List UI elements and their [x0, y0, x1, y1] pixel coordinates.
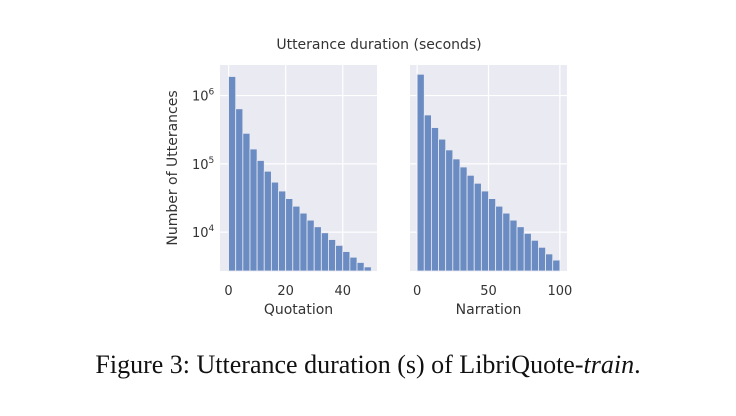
- x-tick-label: 0: [413, 284, 421, 299]
- figure-caption: Figure 3: Utterance duration (s) of Libr…: [0, 350, 736, 380]
- histogram-bar: [299, 212, 308, 272]
- histogram-bar: [459, 166, 468, 272]
- histogram-bar: [416, 73, 425, 272]
- y-tick-label: 106: [192, 88, 215, 105]
- histogram-bar: [235, 108, 244, 272]
- histogram-bar: [473, 182, 482, 272]
- panel-2: 0 50 100 Narration: [410, 65, 572, 318]
- histogram-bar: [320, 232, 329, 272]
- histogram-bar: [480, 190, 489, 272]
- x-tick-label: 100: [547, 284, 572, 299]
- histogram-bar: [488, 198, 497, 272]
- histogram-bar: [349, 256, 358, 272]
- histogram-bar: [263, 170, 272, 272]
- y-axis-label: Number of Utterances: [165, 90, 181, 245]
- histogram-bar: [495, 205, 504, 272]
- histogram-bar: [538, 246, 546, 272]
- histogram-bar: [249, 148, 258, 272]
- histogram-bar: [530, 239, 539, 272]
- histogram-bar: [523, 232, 532, 272]
- histogram-bar: [256, 160, 265, 272]
- x-tick-label: 0: [224, 284, 232, 299]
- x-tick-label: 20: [277, 284, 294, 299]
- y-tick-label: 105: [192, 156, 214, 173]
- histogram-bar: [431, 127, 439, 272]
- histogram-bar: [545, 253, 554, 272]
- caption-italic: train: [583, 350, 635, 379]
- chart-title: Utterance duration (seconds): [276, 37, 481, 53]
- histogram-bar: [313, 226, 322, 272]
- histogram-bar: [466, 174, 475, 272]
- y-tick-label: 104: [192, 224, 215, 241]
- histogram-bar: [242, 132, 251, 272]
- histogram-bar: [335, 244, 344, 272]
- histogram-bar: [292, 205, 301, 272]
- histogram-bar: [356, 262, 365, 272]
- histogram-bar: [342, 251, 351, 272]
- histogram-bar: [306, 219, 315, 272]
- histogram-bar: [423, 114, 432, 272]
- histogram-bar: [509, 219, 518, 272]
- histogram-bar: [502, 212, 511, 272]
- histogram-bar: [278, 190, 287, 272]
- histogram-bar: [285, 198, 294, 272]
- x-tick-label: 40: [334, 284, 351, 299]
- caption-suffix: .: [634, 350, 641, 379]
- histogram-bar: [363, 266, 372, 272]
- histogram-bar: [552, 259, 561, 272]
- histogram-bar: [445, 149, 454, 272]
- x-tick-label: 50: [480, 284, 497, 299]
- histogram-bar: [270, 181, 279, 272]
- histogram-bar: [516, 226, 525, 272]
- histogram-bar: [328, 239, 337, 272]
- histogram-bar: [228, 76, 237, 272]
- histogram-bar: [438, 138, 447, 272]
- x-axis-label: Narration: [456, 302, 522, 318]
- x-axis-label: Quotation: [264, 302, 333, 318]
- histogram-bar: [452, 158, 461, 272]
- caption-prefix: Figure 3: Utterance duration (s) of Libr…: [95, 350, 584, 379]
